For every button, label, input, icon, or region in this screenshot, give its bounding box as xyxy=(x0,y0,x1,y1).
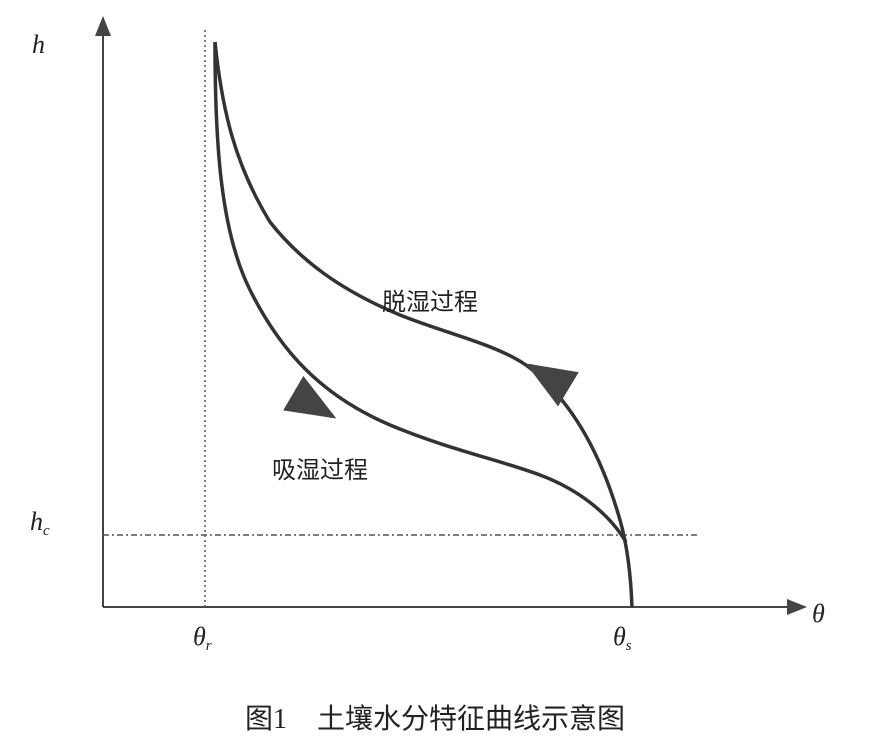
caption: 图1 土壤水分特征曲线示意图 xyxy=(245,703,625,735)
drying-curve xyxy=(213,41,634,608)
theta-r-label: θr xyxy=(193,622,212,654)
symbol: θ xyxy=(613,622,626,651)
symbol: h xyxy=(30,507,43,536)
drying-label: 脱湿过程 xyxy=(382,289,478,316)
h-c-label: hc xyxy=(30,507,50,539)
subscript: c xyxy=(43,523,50,539)
y-axis-label: h xyxy=(32,30,45,59)
subscript: s xyxy=(626,638,632,654)
drying-arrow xyxy=(525,363,579,407)
figure-number: 图1 xyxy=(245,704,287,735)
wetting-arrow xyxy=(283,375,337,419)
wetting-label: 吸湿过程 xyxy=(272,457,368,484)
subscript: r xyxy=(206,638,212,654)
wetting-curve xyxy=(213,41,628,543)
symbol: θ xyxy=(193,622,206,651)
theta-s-label: θs xyxy=(613,622,632,654)
x-axis-label: θ xyxy=(812,599,825,628)
caption-title: 土壤水分特征曲线示意图 xyxy=(317,703,625,735)
